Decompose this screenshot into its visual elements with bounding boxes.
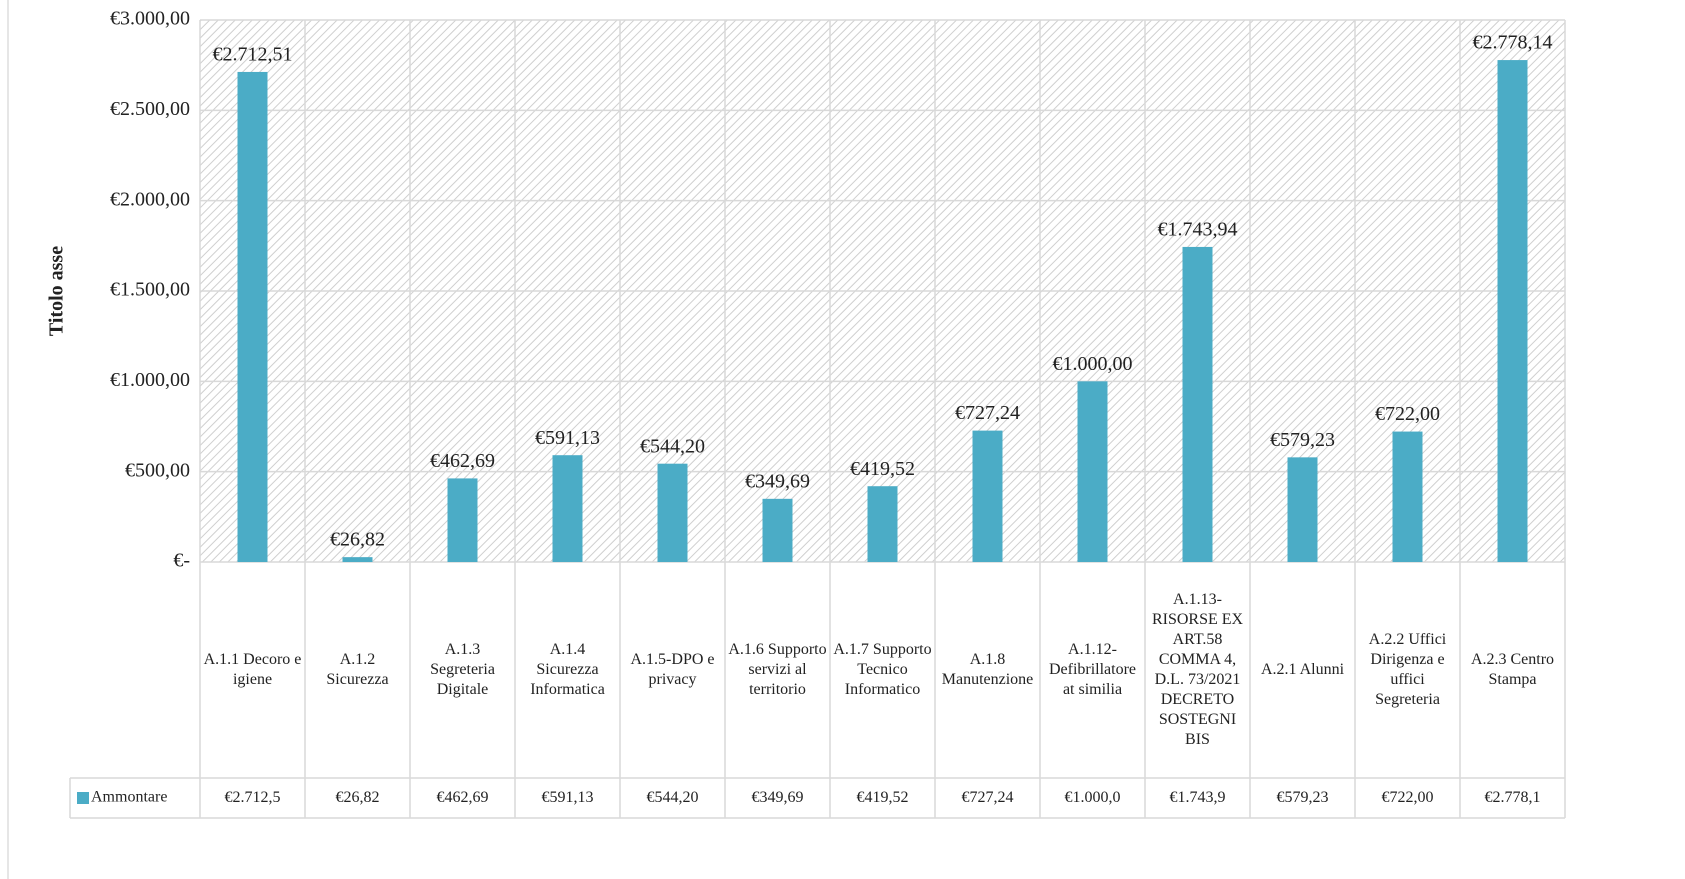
category-label: A.1.5-DPO e privacy xyxy=(630,651,715,688)
data-label: €727,24 xyxy=(955,402,1020,424)
data-label: €579,23 xyxy=(1270,429,1335,451)
y-tick-label: €3.000,00 xyxy=(110,8,190,30)
bar xyxy=(342,557,373,562)
category-label: A.1.12- Defibrillatore at similia xyxy=(1048,641,1137,698)
y-tick-label: €2.500,00 xyxy=(110,98,190,120)
data-label: €2.712,51 xyxy=(213,44,293,66)
y-tick-label: €500,00 xyxy=(125,459,190,481)
y-tick-label: €1.000,00 xyxy=(110,369,190,391)
table-value: €722,00 xyxy=(1381,789,1434,806)
table-value: €2.778,1 xyxy=(1484,789,1541,806)
data-label: €26,82 xyxy=(330,529,385,551)
category-label: A.2.1 Alunni xyxy=(1260,661,1345,678)
bar xyxy=(552,455,583,562)
category-label: A.2.3 Centro Stampa xyxy=(1470,651,1555,688)
data-label: €1.000,00 xyxy=(1053,353,1133,375)
bar xyxy=(447,478,478,562)
data-label: €462,69 xyxy=(430,450,495,472)
data-label: €1.743,94 xyxy=(1158,219,1238,241)
data-label: €722,00 xyxy=(1375,403,1440,425)
category-label: A.1.3 Segreteria Digitale xyxy=(430,641,495,698)
table-value: €591,13 xyxy=(541,789,594,806)
y-axis-title: Titolo asse xyxy=(46,246,68,336)
legend-label: Ammontare xyxy=(91,789,167,806)
data-label: €419,52 xyxy=(850,458,915,480)
category-label: A.1.8 Manutenzione xyxy=(941,651,1034,688)
category-label: A.1.7 Supporto Tecnico Informatico xyxy=(833,641,932,698)
data-label: €2.778,14 xyxy=(1473,32,1553,54)
category-label: A.1.13- RISORSE EX ART.58 COMMA 4, D.L. … xyxy=(1151,591,1244,748)
table-value: €419,52 xyxy=(856,789,909,806)
category-label: A.1.4 Sicurezza Informatica xyxy=(530,641,605,698)
table-value: €579,23 xyxy=(1276,789,1329,806)
table-value: €26,82 xyxy=(335,789,380,806)
y-tick-label: €2.000,00 xyxy=(110,188,190,210)
table-value: €2.712,5 xyxy=(224,789,281,806)
category-label: A.1.1 Decoro e igiene xyxy=(203,651,302,688)
bar xyxy=(1497,60,1528,563)
table-value: €1.000,0 xyxy=(1064,789,1121,806)
table-value: €349,69 xyxy=(751,789,804,806)
legend-swatch xyxy=(77,792,89,804)
table-value: €1.743,9 xyxy=(1169,789,1226,806)
bar xyxy=(1287,457,1318,562)
data-label: €591,13 xyxy=(535,427,600,449)
bar xyxy=(657,463,688,562)
bar xyxy=(1182,246,1213,563)
category-label: A.2.2 Uffici Dirigenza e uffici Segreter… xyxy=(1368,631,1447,708)
table-value: €544,20 xyxy=(646,789,699,806)
bar xyxy=(237,71,268,563)
category-label: A.1.6 Supporto servizi al territorio xyxy=(728,641,827,698)
bar xyxy=(972,430,1003,562)
data-label: €349,69 xyxy=(745,470,810,492)
data-label: €544,20 xyxy=(640,435,705,457)
bar xyxy=(762,498,793,562)
category-label: A.1.2 Sicurezza xyxy=(326,651,389,688)
bar xyxy=(1392,431,1423,562)
table-value: €727,24 xyxy=(961,789,1014,806)
bar xyxy=(1077,381,1108,562)
table-value: €462,69 xyxy=(436,789,489,806)
bar xyxy=(867,486,898,562)
y-tick-label: €1.500,00 xyxy=(110,279,190,301)
y-tick-label: €- xyxy=(173,550,190,572)
